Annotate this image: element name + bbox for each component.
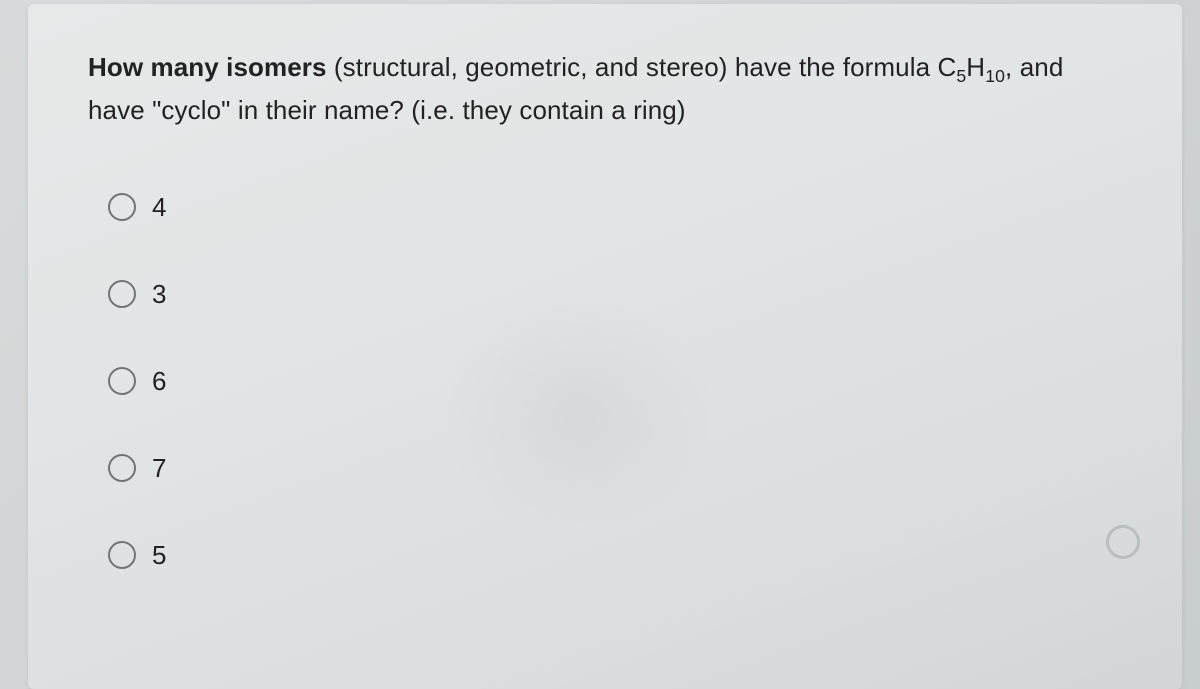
decorative-ring-icon — [1106, 525, 1140, 559]
option-label: 6 — [152, 366, 166, 397]
options-group: 4 3 6 7 5 — [88, 192, 1136, 571]
question-text: How many isomers (structural, geometric,… — [88, 46, 1136, 132]
option-row[interactable]: 5 — [108, 540, 1136, 571]
question-lead: How many isomers — [88, 52, 327, 82]
question-sub1: 5 — [956, 66, 966, 86]
radio-icon[interactable] — [108, 280, 136, 308]
radio-icon[interactable] — [108, 193, 136, 221]
option-label: 4 — [152, 192, 166, 223]
option-label: 3 — [152, 279, 166, 310]
option-row[interactable]: 3 — [108, 279, 1136, 310]
option-row[interactable]: 4 — [108, 192, 1136, 223]
radio-icon[interactable] — [108, 454, 136, 482]
question-tail1: , and — [1005, 52, 1063, 82]
radio-icon[interactable] — [108, 541, 136, 569]
option-row[interactable]: 6 — [108, 366, 1136, 397]
question-card: How many isomers (structural, geometric,… — [28, 4, 1182, 689]
option-label: 7 — [152, 453, 166, 484]
option-row[interactable]: 7 — [108, 453, 1136, 484]
question-rest1: (structural, geometric, and stereo) have… — [327, 52, 957, 82]
question-line2: have "cyclo" in their name? (i.e. they c… — [88, 95, 686, 125]
question-mid: H — [966, 52, 985, 82]
option-label: 5 — [152, 540, 166, 571]
radio-icon[interactable] — [108, 367, 136, 395]
question-sub2: 10 — [985, 66, 1005, 86]
